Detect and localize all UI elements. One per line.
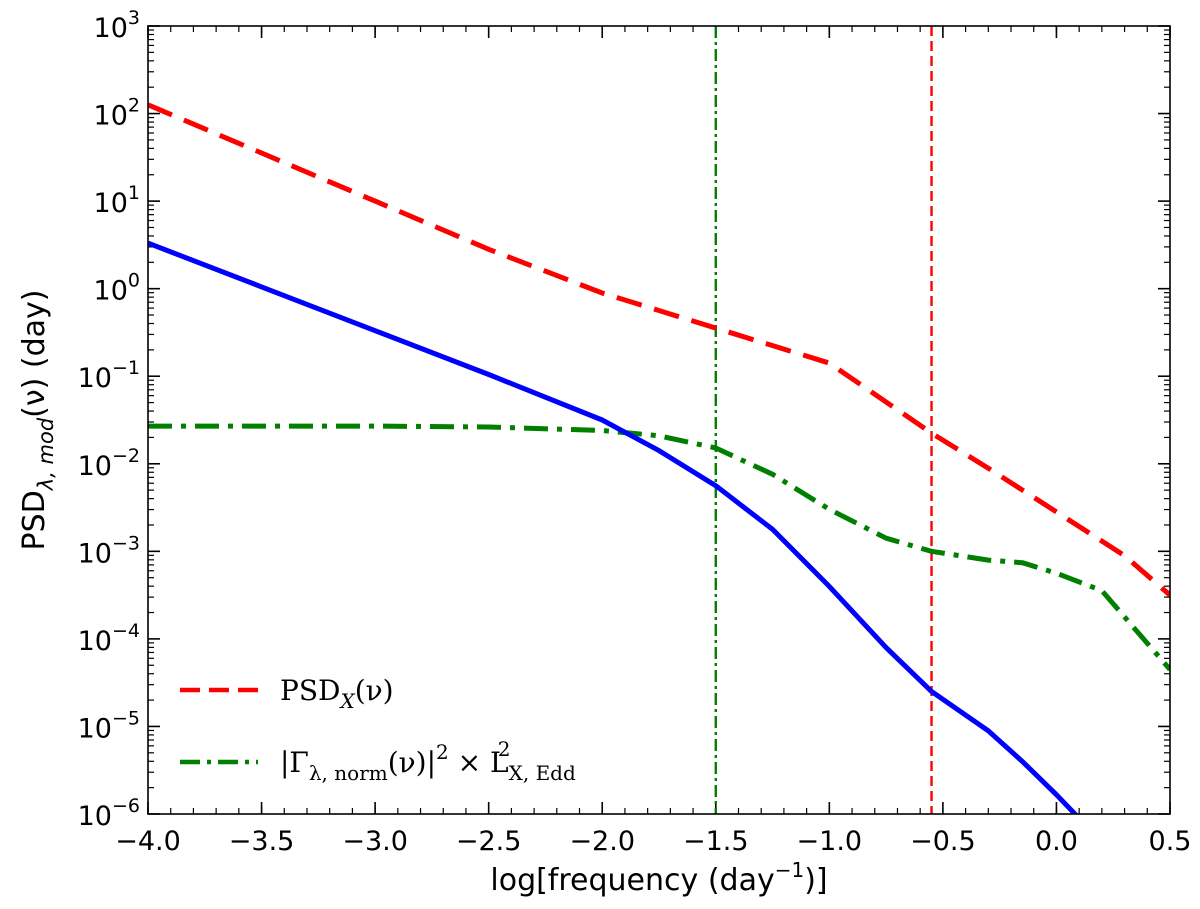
y-tick-label: 10−6 (78, 795, 140, 832)
series-psd-x-line (148, 102, 1170, 597)
x-tick-label: −1.0 (797, 826, 863, 857)
x-tick-label: 0.0 (1035, 826, 1078, 857)
y-tick-label: 10−3 (78, 532, 140, 569)
y-tick-label: 100 (94, 270, 140, 307)
y-tick-label: 10−2 (78, 445, 140, 482)
series-layer (148, 26, 1170, 814)
y-tick-label: 10−1 (78, 357, 140, 394)
x-tick-label: −1.5 (683, 826, 749, 857)
x-tick-labels: −4.0 −3.5 −3.0 −2.5 −2.0 −1.5 −1.0 −0.5 0.0 0.5 (115, 826, 1191, 857)
y-tick-label: 103 (94, 7, 140, 44)
legend-label-psd-x: PSDX(ν) (280, 674, 394, 713)
y-axis-label: PSDλ, mod(ν) (day) (17, 290, 58, 551)
y-tick-labels: 10−6 10−5 10−4 10−3 10−2 10−1 100 101 102 103 (78, 7, 140, 832)
legend-entry-psd-x: PSDX(ν) (180, 674, 394, 713)
x-tick-label: −2.0 (569, 826, 635, 857)
y-tick-label: 10−4 (78, 620, 140, 657)
plot-area (148, 26, 1170, 814)
y-tick-label: 102 (94, 95, 140, 132)
x-tick-label: −2.5 (456, 826, 522, 857)
series-psd-model-line (148, 240, 1079, 814)
plot-frame (147, 25, 1171, 815)
x-tick-label: −0.5 (910, 826, 976, 857)
x-tick-label: −3.5 (229, 826, 295, 857)
legend: PSDX(ν) |Γλ, norm(ν)|2 × LX, Edd2 (180, 674, 576, 785)
y-tick-label: 10−5 (78, 707, 140, 744)
series-gamma-norm-line (148, 423, 1170, 672)
x-tick-label: −3.0 (342, 826, 408, 857)
x-tick-label: 0.5 (1149, 826, 1192, 857)
y-tick-label: 101 (94, 182, 140, 219)
x-tick-label: −4.0 (115, 826, 181, 857)
x-axis-label: log[frequency (day−1)] (490, 858, 827, 898)
legend-label-gamma-norm: |Γλ, norm(ν)|2 × LX, Edd2 (280, 737, 576, 785)
legend-entry-gamma-norm: |Γλ, norm(ν)|2 × LX, Edd2 (180, 737, 576, 785)
